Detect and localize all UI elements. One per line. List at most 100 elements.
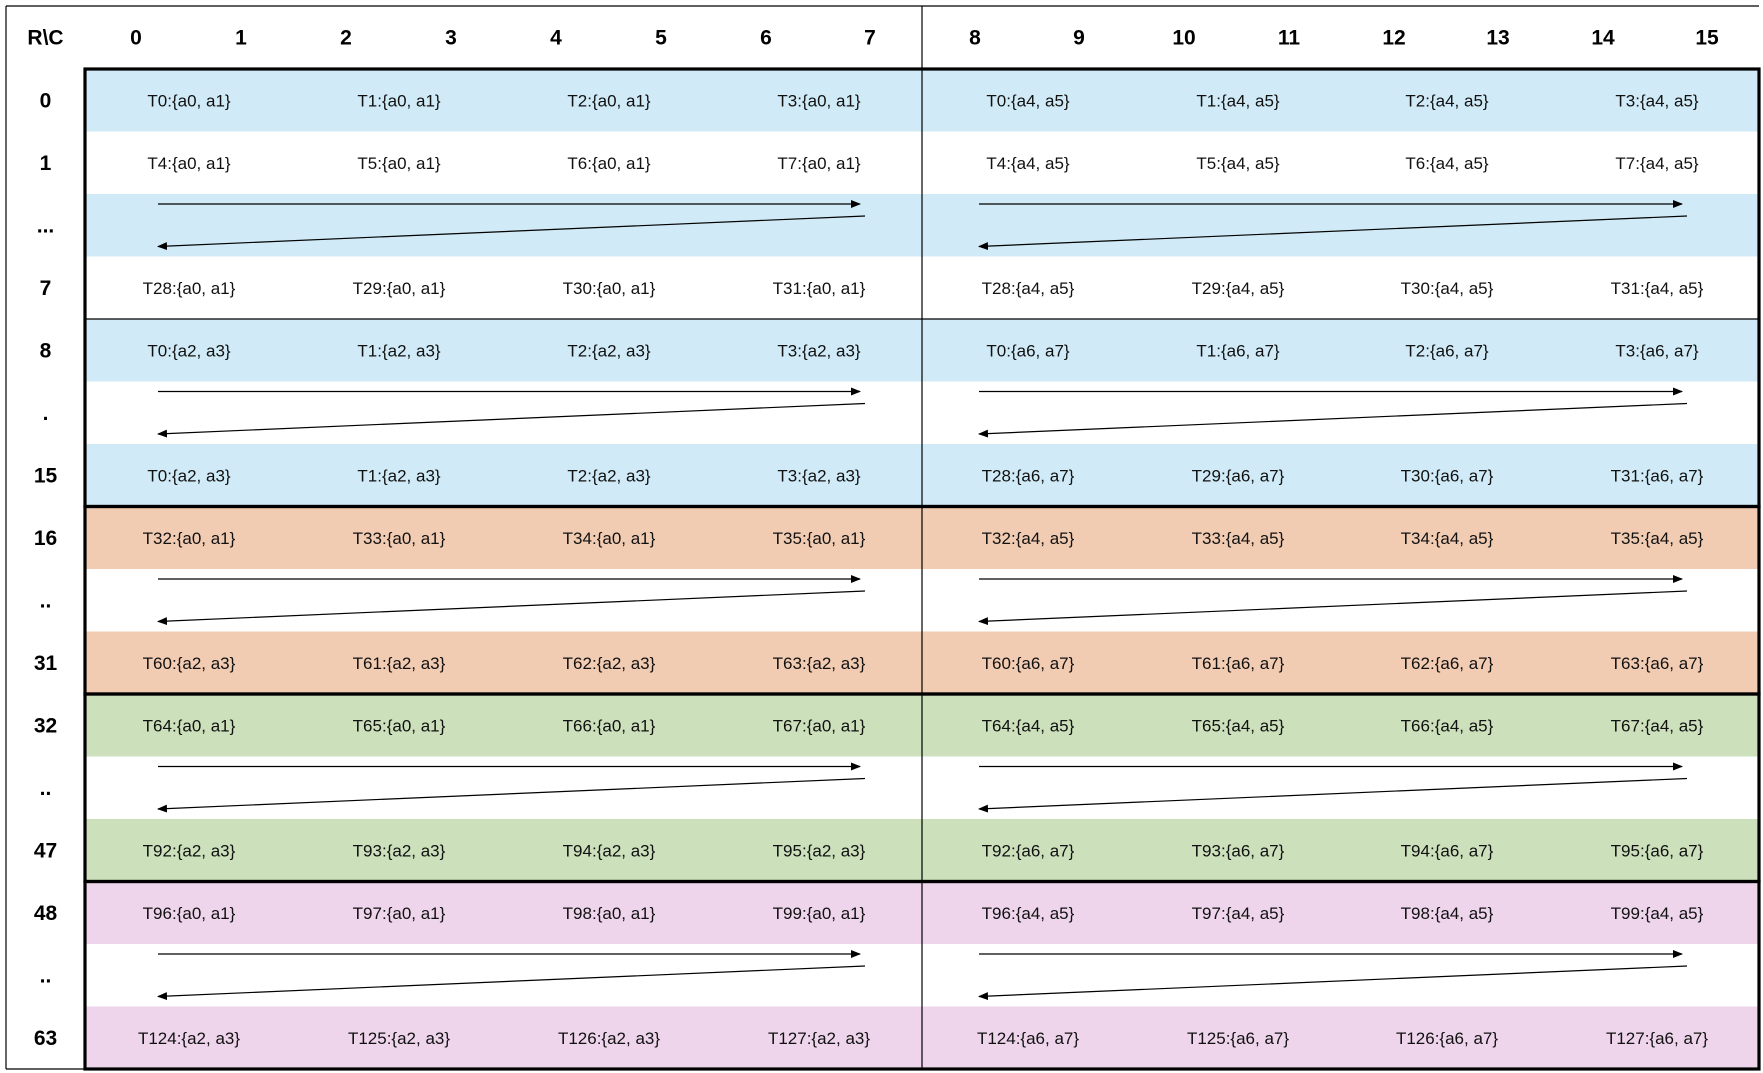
thread-cell: T65:{a4, a5} [1192,716,1285,735]
thread-cell: T64:{a4, a5} [982,716,1075,735]
thread-cell: T2:{a2, a3} [567,341,651,360]
thread-cell: T127:{a6, a7} [1606,1029,1708,1048]
row-label: . [43,402,49,425]
arrow-return [978,215,1688,251]
thread-cell: T3:{a6, a7} [1615,341,1699,360]
thread-cell: T97:{a4, a5} [1192,904,1285,923]
column-header: 3 [445,27,457,50]
thread-cell: T96:{a4, a5} [982,904,1075,923]
thread-cell: T1:{a0, a1} [357,91,441,110]
thread-cell: T6:{a4, a5} [1405,154,1489,173]
thread-cell: T1:{a6, a7} [1196,341,1280,360]
column-header: 9 [1073,27,1085,50]
thread-cell: T126:{a6, a7} [1396,1029,1498,1048]
thread-cell: T3:{a2, a3} [777,341,861,360]
thread-cell: T29:{a6, a7} [1192,466,1285,485]
thread-cell: T96:{a0, a1} [143,904,236,923]
thread-cell: T34:{a4, a5} [1401,529,1494,548]
thread-cell: T30:{a6, a7} [1401,466,1494,485]
thread-cell: T60:{a6, a7} [982,654,1075,673]
thread-cell: T0:{a6, a7} [986,341,1070,360]
thread-cell: T5:{a0, a1} [357,154,441,173]
cell-labels: R\C 0 1 2 3 4 5 6 7 8 9 10 11 12 13 14 1501...78.1516..3… [27,27,1719,1050]
thread-cell: T34:{a0, a1} [563,529,656,548]
arrow-return [157,402,866,438]
thread-cell: T126:{a2, a3} [558,1029,660,1048]
row-label: 1 [40,152,52,175]
arrow-return [157,965,866,1001]
thread-cell: T65:{a0, a1} [353,716,446,735]
thread-cell: T3:{a2, a3} [777,466,861,485]
thread-cell: T127:{a2, a3} [768,1029,870,1048]
thread-cell: T99:{a0, a1} [773,904,866,923]
traversal-arrows [157,200,1688,1001]
column-header: 13 [1486,27,1509,50]
column-header: 8 [969,27,981,50]
thread-cell: T93:{a2, a3} [353,841,446,860]
thread-cell: T66:{a0, a1} [563,716,656,735]
thread-cell: T99:{a4, a5} [1611,904,1704,923]
thread-cell: T31:{a4, a5} [1611,279,1704,298]
thread-cell: T28:{a4, a5} [982,279,1075,298]
arrow-return [978,777,1688,813]
column-header: 4 [550,27,562,50]
thread-cell: T28:{a6, a7} [982,466,1075,485]
thread-cell: T30:{a4, a5} [1401,279,1494,298]
thread-cell: T5:{a4, a5} [1196,154,1280,173]
thread-cell: T32:{a0, a1} [143,529,236,548]
thread-cell: T97:{a0, a1} [353,904,446,923]
column-header: 1 [235,27,247,50]
row-label: 48 [34,902,58,925]
column-header: 7 [864,27,876,50]
thread-cell: T0:{a0, a1} [147,91,231,110]
column-header: 6 [760,27,772,50]
row-label: .. [40,589,52,612]
column-header: 15 [1695,27,1719,50]
thread-cell: T2:{a2, a3} [567,466,651,485]
thread-cell: T35:{a0, a1} [773,529,866,548]
column-header: 14 [1591,27,1615,50]
row-label: 47 [34,839,57,862]
column-header: 11 [1278,27,1301,50]
row-label: 63 [34,1027,57,1050]
thread-cell: T62:{a6, a7} [1401,654,1494,673]
thread-cell: T4:{a4, a5} [986,154,1070,173]
column-header: 2 [340,27,352,50]
thread-cell: T2:{a0, a1} [567,91,651,110]
thread-cell: T31:{a0, a1} [773,279,866,298]
row-label: 16 [34,527,57,550]
group-box [83,879,1761,1071]
thread-cell: T7:{a0, a1} [777,154,861,173]
thread-cell: T62:{a2, a3} [563,654,656,673]
thread-cell: T2:{a4, a5} [1405,91,1489,110]
thread-cell: T29:{a4, a5} [1192,279,1285,298]
thread-cell: T60:{a2, a3} [143,654,236,673]
thread-cell: T32:{a4, a5} [982,529,1075,548]
thread-cell: T1:{a4, a5} [1196,91,1280,110]
thread-cell: T33:{a0, a1} [353,529,446,548]
thread-cell: T30:{a0, a1} [563,279,656,298]
thread-cell: T98:{a0, a1} [563,904,656,923]
grid-lines [5,5,1761,1071]
thread-cell: T63:{a6, a7} [1611,654,1704,673]
thread-cell: T28:{a0, a1} [143,279,236,298]
thread-cell: T93:{a6, a7} [1192,841,1285,860]
thread-cell: T124:{a2, a3} [138,1029,240,1048]
row-label: 32 [34,714,57,737]
thread-cell: T3:{a4, a5} [1615,91,1699,110]
row-label: 31 [34,652,58,675]
thread-cell: T95:{a6, a7} [1611,841,1704,860]
arrow-return [978,402,1688,438]
row-label: .. [40,777,52,800]
thread-cell: T95:{a2, a3} [773,841,866,860]
thread-cell: T64:{a0, a1} [143,716,236,735]
thread-cell: T94:{a6, a7} [1401,841,1494,860]
corner-label: R\C [27,27,63,50]
arrow-return [978,965,1688,1001]
row-label: 15 [34,464,58,487]
thread-cell: T1:{a2, a3} [357,341,441,360]
thread-cell: T7:{a4, a5} [1615,154,1699,173]
arrow-return [157,590,866,626]
column-header: 0 [130,27,142,50]
